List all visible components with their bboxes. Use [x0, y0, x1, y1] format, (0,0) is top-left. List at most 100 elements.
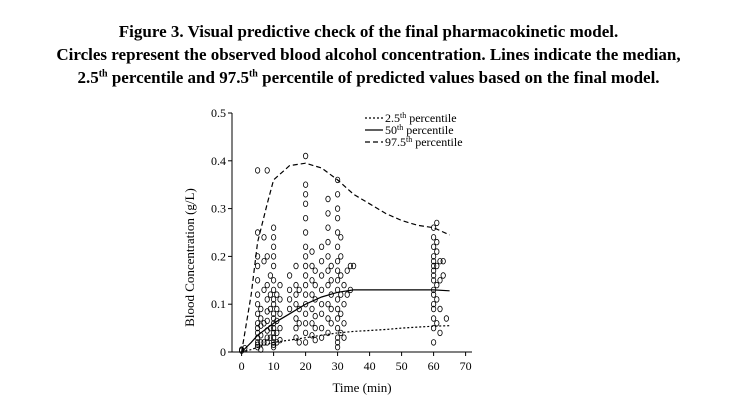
caption-line-2: Circles represent the observed blood alc…: [56, 45, 681, 64]
observed-point: [430, 253, 437, 260]
observed-point: [309, 277, 315, 284]
observed-point: [344, 267, 350, 274]
x-tick-label: 70: [460, 359, 472, 373]
observed-point: [264, 317, 270, 325]
axes-group: 0 10 20 30 40 50 60 70 0 0.1 0.2 0.3 0.4 0.5: [211, 106, 472, 373]
observed-point: [437, 258, 443, 265]
observed-point: [258, 315, 264, 322]
observed-point: [264, 281, 270, 289]
observed-point: [258, 305, 264, 313]
observed-point: [270, 329, 277, 337]
observed-point: [334, 229, 341, 236]
observed-point: [338, 310, 344, 317]
observed-point: [258, 339, 264, 346]
x-tick-label: 60: [428, 359, 440, 373]
observed-point: [430, 258, 437, 265]
x-tick-label: 20: [300, 359, 312, 373]
observed-point: [309, 262, 315, 270]
observed-point: [318, 243, 325, 250]
observed-point: [302, 339, 309, 346]
observed-point: [325, 329, 331, 337]
percentile-line-dotted: [241, 325, 450, 353]
observed-point: [430, 286, 437, 294]
observed-point: [347, 286, 353, 294]
observed-point: [325, 267, 331, 274]
percentile-lines: [241, 162, 450, 353]
observed-point: [302, 152, 309, 160]
observed-point: [430, 224, 437, 231]
observed-point: [270, 324, 277, 332]
observed-point: [325, 224, 331, 231]
observed-point: [318, 324, 325, 332]
observed-point: [293, 315, 299, 322]
observed-point: [328, 305, 334, 313]
observed-point: [341, 281, 347, 289]
observed-point: [255, 253, 261, 260]
observed-point: [334, 324, 341, 332]
legend-label: 2.5th percentile: [385, 111, 457, 125]
legend-label: 97.5th percentile: [385, 135, 463, 149]
observed-point: [261, 339, 267, 346]
observed-point: [341, 320, 347, 327]
observed-point: [334, 334, 341, 341]
observed-point: [277, 296, 283, 303]
observed-point: [293, 324, 299, 332]
observed-point: [328, 262, 334, 270]
observed-point: [255, 167, 261, 174]
observed-point: [270, 301, 277, 308]
observed-point: [264, 334, 270, 341]
observed-point: [255, 291, 261, 298]
observed-point: [293, 281, 299, 289]
y-axis-label: Blood Concentration (g/L): [182, 188, 197, 327]
x-axis-label: Time (min): [332, 380, 391, 395]
y-tick-label: 0.4: [211, 154, 226, 168]
observed-point: [270, 296, 277, 303]
observed-point: [267, 305, 273, 313]
observed-point: [334, 205, 341, 212]
observed-point: [255, 229, 261, 236]
observed-point: [258, 346, 264, 353]
observed-point: [440, 272, 446, 279]
observed-point: [267, 272, 273, 279]
observed-point: [334, 176, 341, 184]
y-tick-label: 0.1: [211, 297, 226, 311]
x-tick-label: 40: [364, 359, 376, 373]
observed-point: [267, 291, 273, 298]
observed-point: [350, 262, 357, 270]
observed-point: [430, 339, 437, 346]
observed-point: [270, 253, 277, 260]
observed-point: [434, 262, 440, 270]
observed-point: [334, 315, 341, 322]
observed-point: [242, 345, 248, 352]
observed-point: [341, 301, 347, 308]
observed-point: [255, 301, 261, 308]
observed-point: [347, 262, 353, 270]
observed-point: [328, 291, 334, 298]
observed-point: [255, 277, 261, 284]
observed-point: [302, 301, 309, 308]
observed-point: [267, 324, 273, 332]
observed-point: [296, 305, 302, 313]
observed-point: [261, 234, 267, 241]
observed-point: [344, 291, 350, 298]
observed-point: [270, 243, 277, 250]
observed-point: [261, 286, 267, 294]
observed-point: [312, 336, 318, 344]
observed-point: [302, 262, 309, 270]
observed-point: [255, 339, 261, 346]
observed-point: [437, 305, 443, 313]
legend-label: 50th percentile: [385, 123, 454, 137]
observed-point: [318, 258, 325, 265]
x-tick-label: 0: [239, 359, 245, 373]
observed-point: [277, 336, 283, 344]
observed-point: [309, 305, 315, 313]
observed-point: [264, 167, 270, 174]
x-tick-label: 10: [268, 359, 280, 373]
observed-point: [437, 329, 443, 337]
observed-point: [255, 310, 261, 317]
observed-point: [264, 253, 270, 260]
observed-point: [293, 291, 299, 298]
observed-point: [434, 320, 440, 327]
observed-point: [334, 191, 341, 198]
observed-point: [334, 243, 341, 250]
